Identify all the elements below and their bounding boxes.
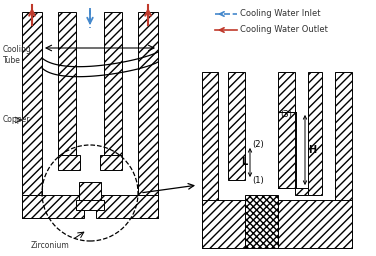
- Polygon shape: [202, 72, 218, 248]
- Polygon shape: [76, 200, 104, 210]
- Text: Cooling Water Inlet: Cooling Water Inlet: [240, 9, 320, 18]
- Text: H: H: [308, 145, 316, 155]
- Text: Zirconium: Zirconium: [30, 240, 70, 250]
- Polygon shape: [96, 195, 158, 218]
- Text: Cooling Water Outlet: Cooling Water Outlet: [240, 26, 328, 35]
- Polygon shape: [22, 195, 42, 218]
- Polygon shape: [245, 195, 278, 248]
- Polygon shape: [202, 200, 245, 248]
- Polygon shape: [335, 72, 352, 248]
- Text: Cooling
Tube: Cooling Tube: [3, 45, 32, 65]
- Text: L: L: [241, 157, 247, 167]
- Polygon shape: [138, 12, 158, 195]
- Polygon shape: [228, 72, 245, 180]
- Polygon shape: [22, 195, 84, 218]
- Polygon shape: [58, 155, 80, 170]
- Text: (3): (3): [280, 110, 292, 119]
- Polygon shape: [138, 195, 158, 218]
- Polygon shape: [308, 72, 322, 195]
- Text: (2): (2): [252, 141, 264, 150]
- Polygon shape: [278, 200, 352, 248]
- Polygon shape: [295, 188, 308, 195]
- Text: Copper: Copper: [3, 115, 30, 124]
- Polygon shape: [79, 182, 101, 200]
- Polygon shape: [100, 155, 122, 170]
- Polygon shape: [104, 12, 122, 155]
- Polygon shape: [278, 72, 295, 188]
- Polygon shape: [58, 12, 76, 155]
- Text: (1): (1): [252, 176, 264, 185]
- Polygon shape: [22, 12, 42, 195]
